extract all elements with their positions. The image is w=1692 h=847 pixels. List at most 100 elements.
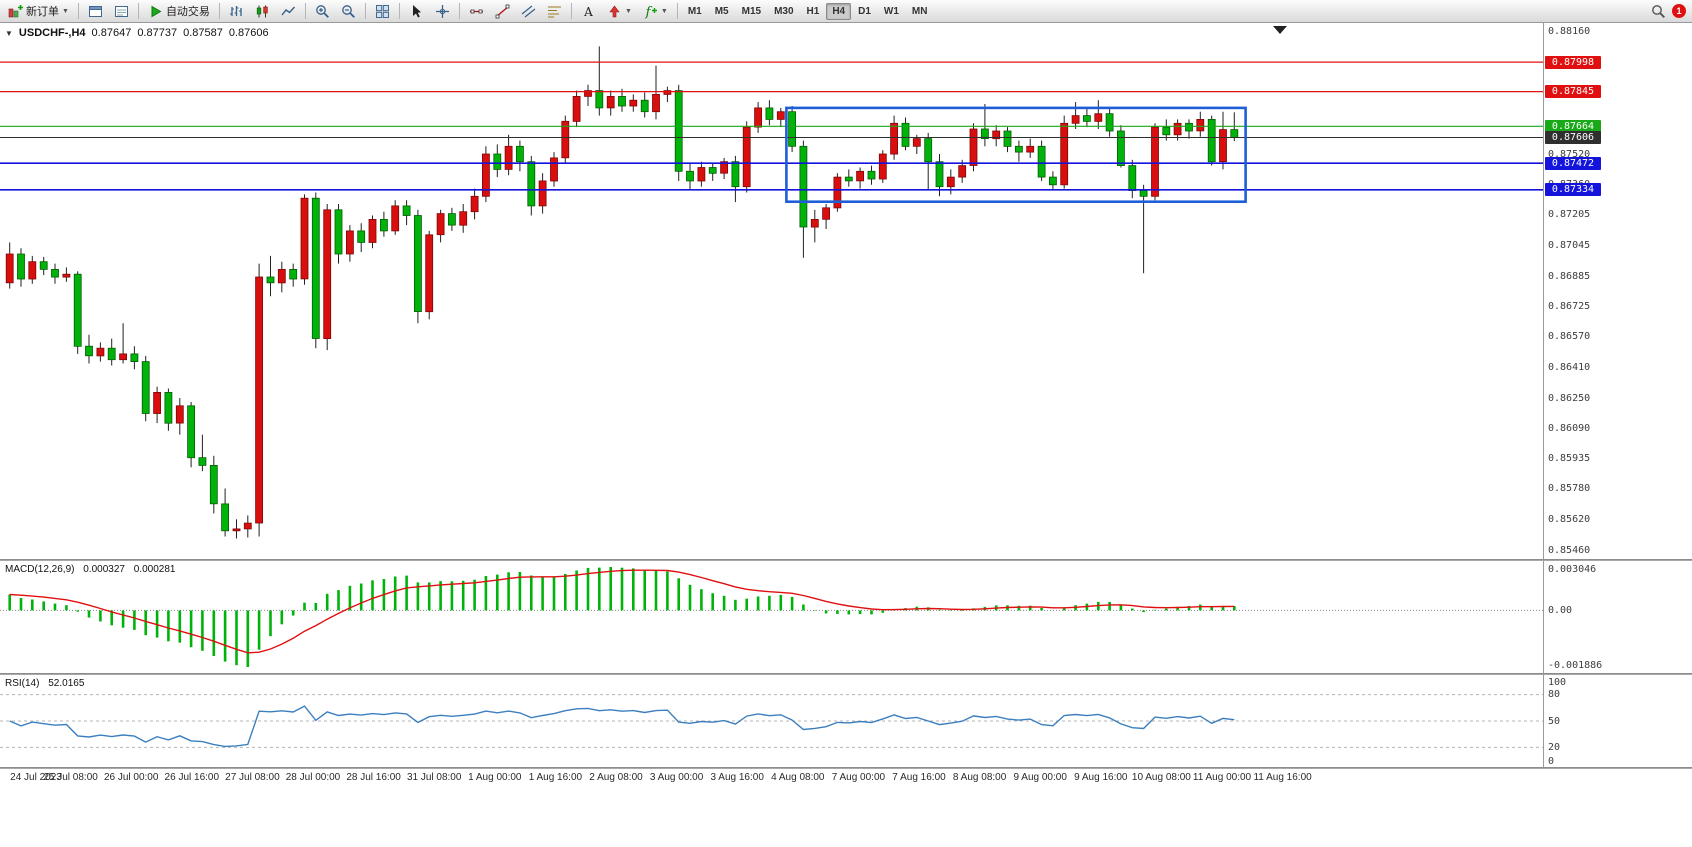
collapse-triangle-icon[interactable]: ▼ bbox=[5, 28, 13, 38]
charts-list-button[interactable] bbox=[83, 2, 108, 21]
line-chart-button[interactable] bbox=[276, 2, 301, 21]
time-label: 7 Aug 00:00 bbox=[831, 772, 886, 783]
crosshair-icon bbox=[435, 4, 449, 18]
candlestick-chart-button[interactable] bbox=[250, 2, 275, 21]
price-tick: 0.86725 bbox=[1548, 301, 1591, 313]
toolbar-separator bbox=[218, 3, 220, 19]
time-axis[interactable]: 24 Jul 2023 25 Jul 08:00 26 Jul 00:00 26 Ju… bbox=[0, 769, 1543, 787]
rsi-tick: 80 bbox=[1548, 689, 1561, 701]
macd-label-bar: MACD(12,26,9) 0.000327 0.000281 bbox=[5, 564, 175, 575]
trendline-button[interactable] bbox=[490, 2, 515, 21]
quote-close: 0.87606 bbox=[228, 27, 269, 39]
macd-main-value: 0.000327 bbox=[83, 564, 125, 575]
cursor-button[interactable] bbox=[404, 2, 429, 21]
toolbar-separator bbox=[137, 3, 139, 19]
search-icon bbox=[1652, 4, 1665, 18]
svg-text:f: f bbox=[644, 5, 652, 19]
level-price-tag: 0.87845 bbox=[1545, 85, 1601, 99]
macd-signal-value: 0.000281 bbox=[133, 564, 176, 575]
timeframe-w1[interactable]: W1 bbox=[883, 5, 899, 17]
panel-separator[interactable] bbox=[0, 559, 1692, 561]
toolbar-separator bbox=[398, 3, 400, 19]
chart-window: ▼ USDCHF-,H4 0.87647 0.87737 0.87587 0.8… bbox=[0, 23, 1692, 847]
notification-badge[interactable]: 1 bbox=[1672, 4, 1686, 18]
timeframe-m1[interactable]: M1 bbox=[687, 5, 702, 17]
price-tick: 0.85460 bbox=[1548, 544, 1591, 556]
price-tick: 0.86570 bbox=[1548, 331, 1591, 343]
chart-shift-marker-icon[interactable] bbox=[1273, 26, 1287, 34]
time-label: 2 Aug 08:00 bbox=[589, 772, 643, 783]
time-label: 31 Jul 08:00 bbox=[406, 772, 462, 783]
zoom-in-icon bbox=[316, 4, 329, 18]
crosshair-button[interactable] bbox=[430, 2, 455, 21]
chevron-down-icon: ▼ bbox=[660, 7, 668, 15]
svg-text:A: A bbox=[583, 5, 593, 19]
text-tool-button[interactable]: A bbox=[576, 2, 601, 21]
macd-zero-tick: 0.00 bbox=[1548, 604, 1573, 616]
price-tick: 0.87045 bbox=[1548, 239, 1591, 251]
rsi-label: RSI(14) bbox=[5, 678, 40, 689]
bar-chart-icon bbox=[229, 5, 242, 16]
time-label: 9 Aug 00:00 bbox=[1013, 772, 1067, 783]
macd-max-tick: 0.003046 bbox=[1548, 563, 1597, 575]
macd-signal-line bbox=[9, 569, 1235, 654]
timeframe-m5[interactable]: M5 bbox=[714, 5, 729, 17]
fibonacci-button[interactable] bbox=[542, 2, 567, 21]
data-window-icon bbox=[114, 5, 128, 17]
search-button[interactable] bbox=[1646, 2, 1671, 21]
time-label: 8 Aug 08:00 bbox=[952, 772, 1007, 783]
timeframe-h1[interactable]: H1 bbox=[806, 5, 820, 17]
time-label: 1 Aug 00:00 bbox=[468, 772, 522, 783]
candlestick-chart[interactable] bbox=[0, 23, 1692, 847]
arrow-marker-icon bbox=[609, 5, 620, 17]
price-tick: 0.86885 bbox=[1548, 270, 1591, 282]
timeframe-h4[interactable]: H4 bbox=[826, 2, 852, 20]
toolbar-separator bbox=[570, 3, 572, 19]
time-label: 10 Aug 08:00 bbox=[1131, 772, 1191, 783]
horizontal-line-icon bbox=[469, 9, 483, 13]
drawn-rectangle[interactable] bbox=[785, 106, 1247, 204]
chart-window-icon bbox=[88, 5, 102, 17]
zoom-out-button[interactable] bbox=[336, 2, 361, 21]
candlestick-chart-icon bbox=[256, 5, 268, 17]
timeframe-mn[interactable]: MN bbox=[911, 5, 928, 17]
channel-icon bbox=[521, 5, 536, 17]
new-order-button[interactable]: 新订单 ▼ bbox=[3, 2, 74, 21]
timeframe-m15[interactable]: M15 bbox=[741, 5, 762, 17]
rsi-line bbox=[9, 705, 1235, 748]
arrows-tool-button[interactable]: ▼ bbox=[602, 2, 637, 21]
timeframe-m30[interactable]: M30 bbox=[774, 5, 794, 17]
channel-button[interactable] bbox=[516, 2, 541, 21]
bar-chart-button[interactable] bbox=[224, 2, 249, 21]
time-label: 24 Jul 2023 bbox=[10, 772, 62, 783]
level-price-tag: 0.87472 bbox=[1545, 156, 1601, 170]
time-label: 9 Aug 16:00 bbox=[1074, 772, 1128, 783]
toolbar-separator bbox=[304, 3, 306, 19]
rsi-value: 52.0165 bbox=[48, 678, 85, 689]
tile-windows-icon bbox=[375, 4, 389, 18]
rsi-tick: 100 bbox=[1548, 676, 1567, 688]
time-label: 1 Aug 16:00 bbox=[528, 772, 583, 783]
time-label: 28 Jul 00:00 bbox=[285, 772, 341, 783]
cursor-icon bbox=[412, 4, 421, 17]
autotrading-button[interactable]: 自动交易 bbox=[143, 2, 215, 21]
rsi-tick: 50 bbox=[1548, 715, 1561, 727]
quote-high: 0.87737 bbox=[137, 27, 178, 39]
bid-price-tag: 0.87606 bbox=[1545, 130, 1601, 144]
time-label: 27 Jul 08:00 bbox=[225, 772, 280, 783]
new-order-icon bbox=[8, 4, 23, 17]
tile-windows-button[interactable] bbox=[370, 2, 395, 21]
price-tick: 0.85935 bbox=[1548, 453, 1591, 465]
price-tick: 0.87520 bbox=[1548, 148, 1591, 160]
fibonacci-icon bbox=[547, 6, 561, 17]
panel-separator[interactable] bbox=[0, 673, 1692, 675]
data-window-button[interactable] bbox=[109, 2, 134, 21]
indicators-button[interactable]: f ▼ bbox=[638, 2, 673, 21]
horizontal-line-button[interactable] bbox=[464, 2, 489, 21]
timeframe-d1[interactable]: D1 bbox=[858, 5, 871, 17]
text-icon: A bbox=[583, 5, 593, 19]
price-tick: 0.85780 bbox=[1548, 482, 1591, 494]
toolbar-separator bbox=[458, 3, 460, 19]
price-tick: 0.86410 bbox=[1548, 361, 1591, 373]
zoom-in-button[interactable] bbox=[310, 2, 335, 21]
